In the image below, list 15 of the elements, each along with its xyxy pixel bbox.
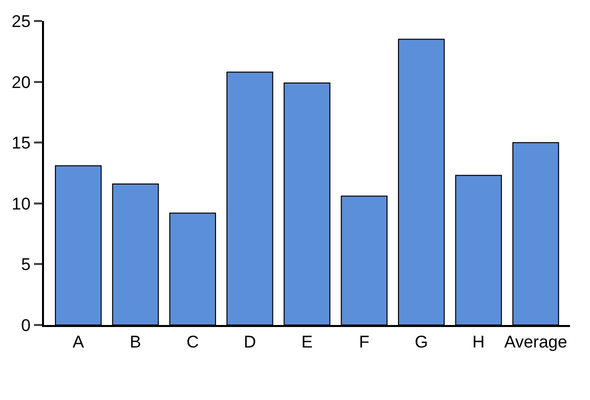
x-tick-label: E: [301, 332, 313, 352]
x-tick-label: A: [72, 332, 85, 352]
y-tick-label: 10: [12, 194, 31, 214]
y-tick-label: 25: [12, 12, 31, 31]
y-tick-label: 0: [21, 316, 31, 335]
x-tick-label: B: [130, 332, 142, 352]
y-tick-label: 5: [21, 255, 31, 274]
x-tick-label: F: [358, 332, 370, 352]
x-tick-label: H: [472, 332, 485, 352]
x-tick-label: C: [186, 332, 199, 352]
y-tick-label: 20: [12, 72, 31, 92]
y-tick-label: 15: [12, 134, 31, 153]
x-tick-label: D: [244, 332, 256, 352]
x-tick-label: G: [414, 332, 428, 352]
x-tick-label: Average: [504, 332, 568, 352]
